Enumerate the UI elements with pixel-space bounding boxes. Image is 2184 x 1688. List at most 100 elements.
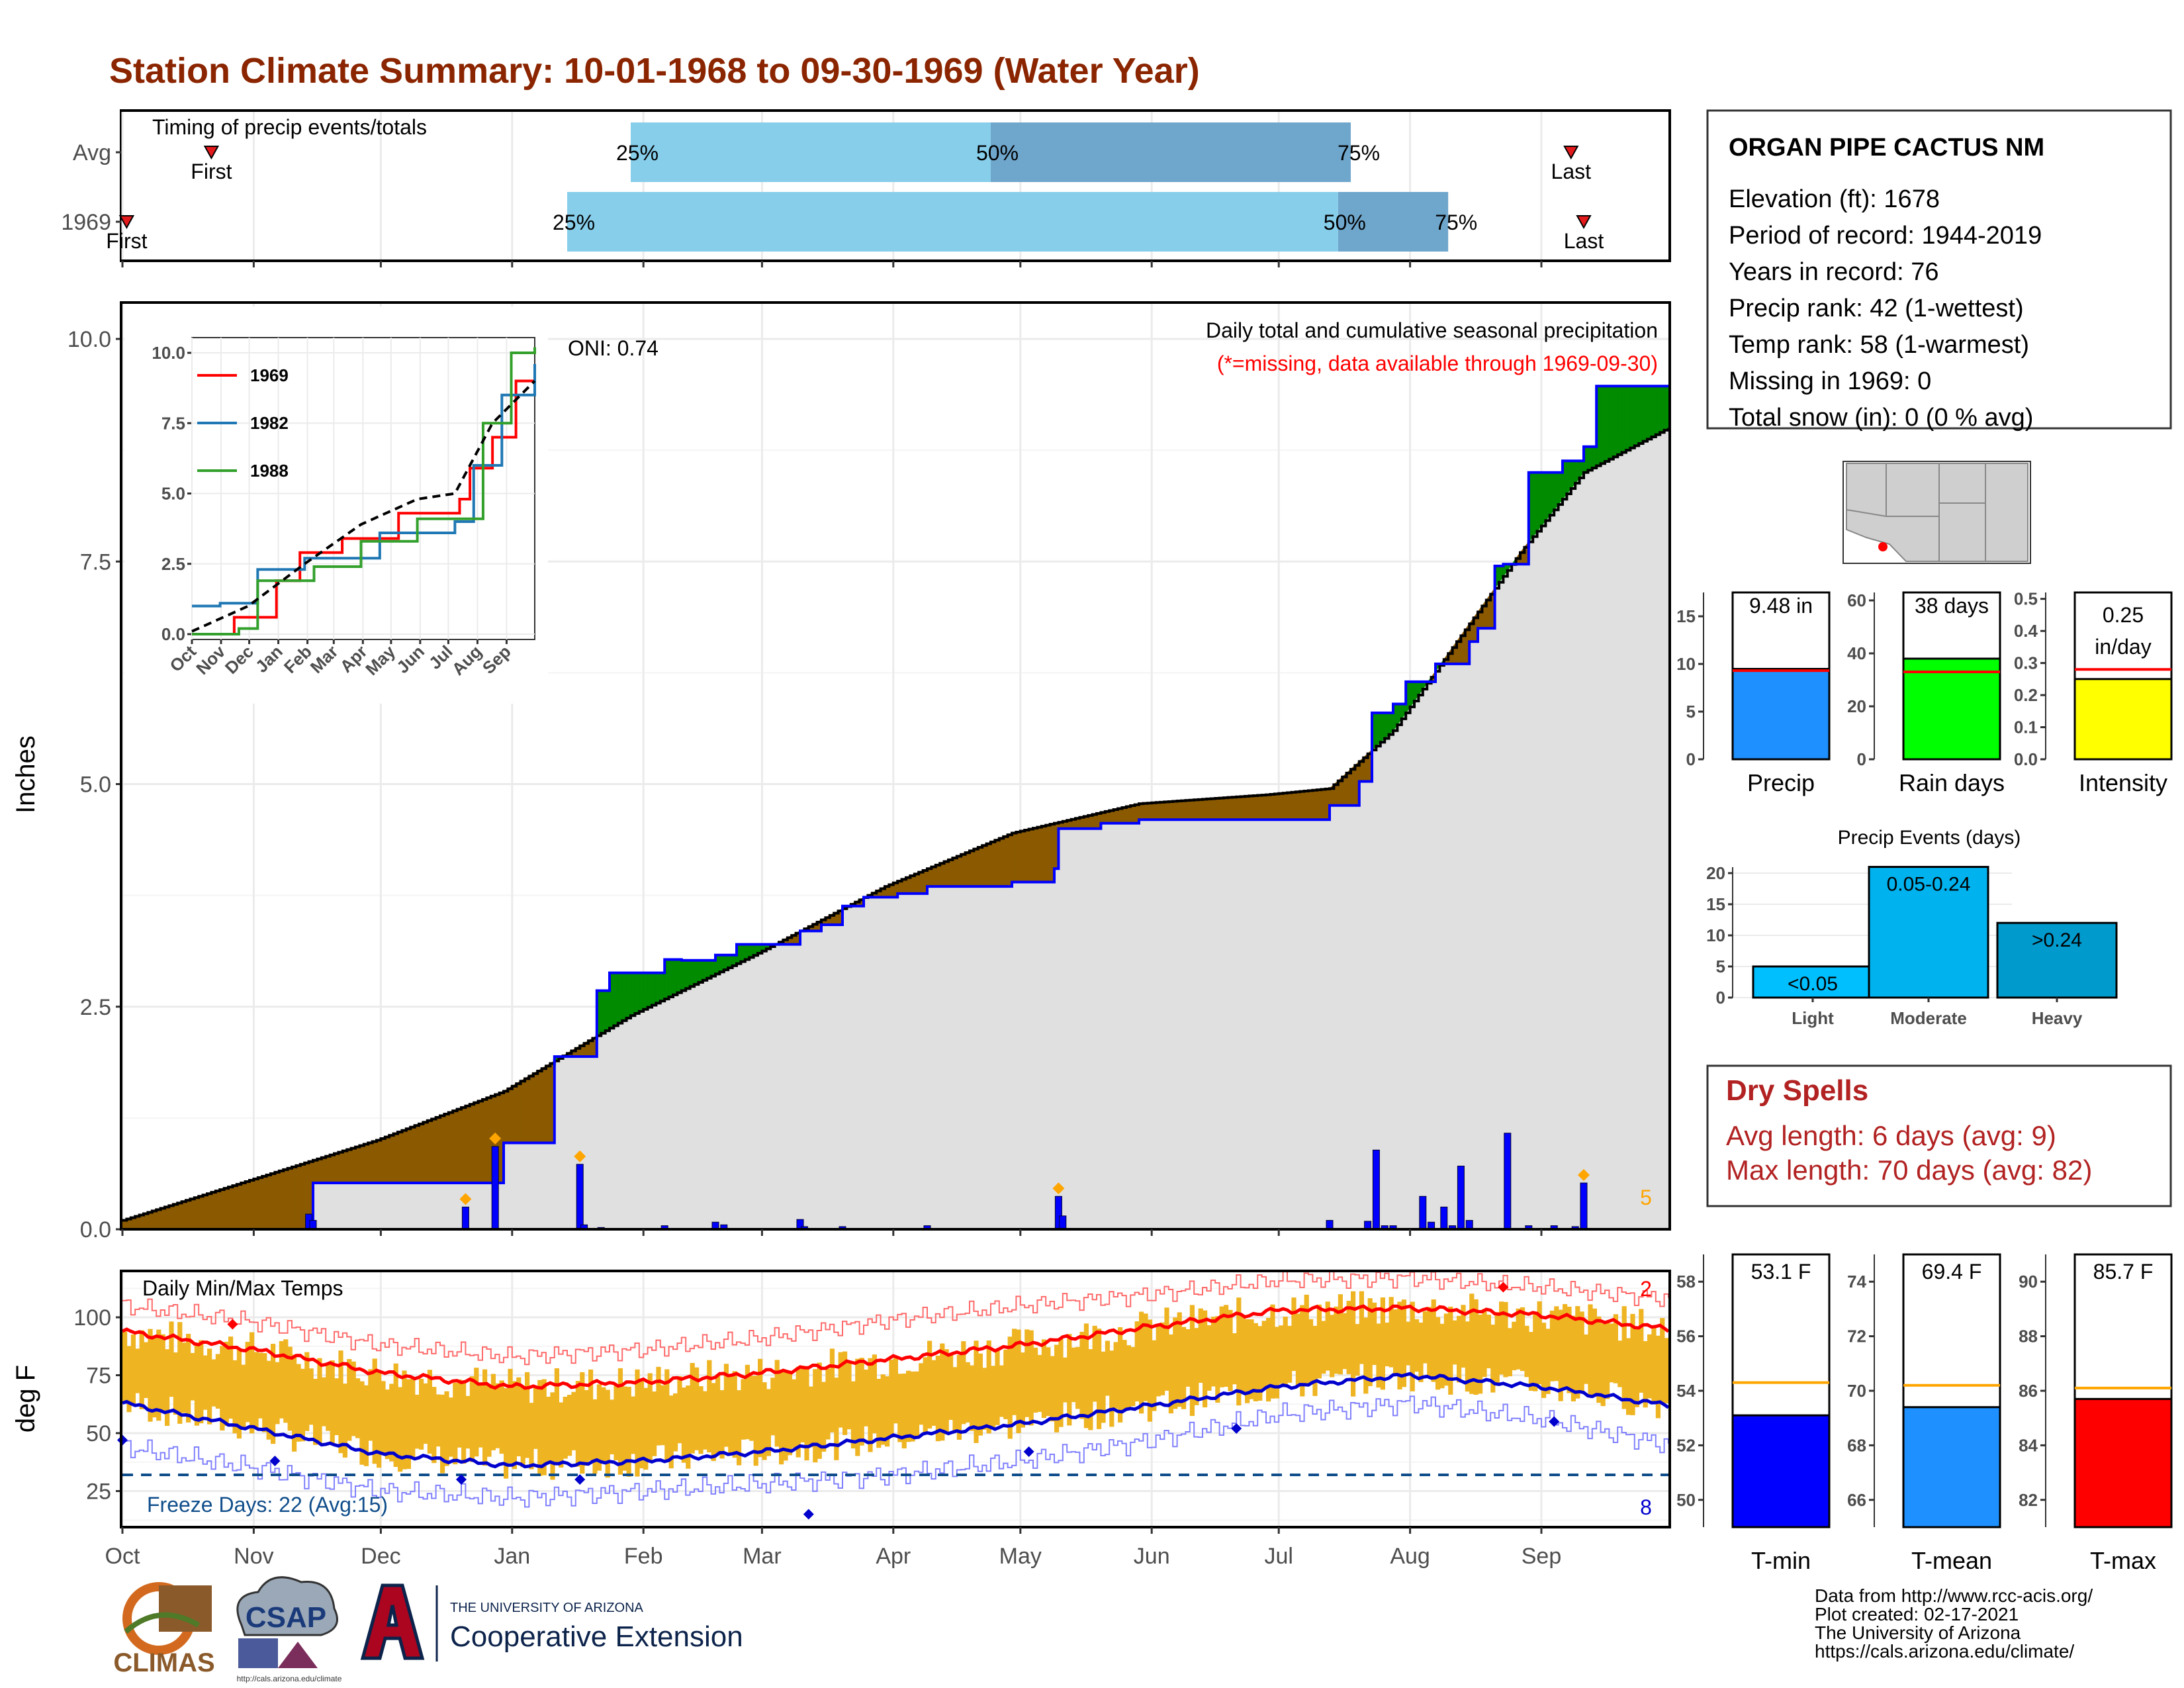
- daily-temp-bar: [1592, 1308, 1597, 1397]
- timing-pct-label: 50%: [1324, 211, 1366, 234]
- daily-temp-bar: [469, 1376, 475, 1462]
- daily-temp-bar: [813, 1369, 818, 1463]
- daily-temp-bar: [741, 1379, 746, 1440]
- daily-temp-bar: [355, 1378, 361, 1438]
- daily-temp-bar: [1334, 1306, 1339, 1374]
- daily-temp-bar: [1054, 1344, 1060, 1432]
- daily-temp-bar: [1533, 1311, 1538, 1391]
- month-tick-label: Nov: [234, 1544, 273, 1569]
- station-line: Total snow (in): 0 (0 % avg): [1729, 404, 2033, 432]
- timing-row-label: 1969: [61, 210, 111, 235]
- inset-series-line: [192, 364, 536, 608]
- precip-bar-label: Precip: [1747, 769, 1815, 796]
- temp-summary-y-tick-label: 50: [1676, 1490, 1696, 1510]
- daily-temp-bar: [144, 1342, 149, 1398]
- summary-y-tick-label: 0.0: [2014, 749, 2038, 769]
- daily-temp-bar: [677, 1376, 682, 1444]
- daily-temp-bar: [1185, 1329, 1191, 1387]
- daily-temp-bar: [1410, 1301, 1415, 1391]
- daily-temp-bar: [914, 1371, 919, 1438]
- daily-temp-bar: [1359, 1291, 1364, 1364]
- summary-y-tick-label: 0.4: [2014, 621, 2038, 641]
- precip-missing-note: (*=missing, data available through 1969-…: [1217, 352, 1658, 375]
- daily-temp-bar: [279, 1340, 284, 1419]
- daily-temp-bar: [783, 1372, 788, 1461]
- daily-temp-bar: [169, 1321, 174, 1397]
- daily-temp-bar: [478, 1384, 483, 1448]
- daily-temp-bar: [1469, 1293, 1475, 1394]
- daily-temp-bar: [1439, 1323, 1445, 1389]
- normal-min-line: [122, 1372, 1670, 1469]
- daily-temp-bar: [1058, 1338, 1064, 1427]
- daily-temp-bar: [1287, 1325, 1293, 1383]
- daily-temp-bar: [1147, 1319, 1152, 1422]
- temp-summary-y-tick-label: 54: [1676, 1381, 1696, 1401]
- daily-temp-bar: [359, 1381, 365, 1465]
- daily-temp-bar: [601, 1387, 606, 1462]
- daily-temp-bar: [194, 1343, 199, 1426]
- daily-temp-bar: [1482, 1309, 1487, 1378]
- daily-temp-bar: [1567, 1306, 1572, 1393]
- daily-temp-bar: [148, 1329, 153, 1422]
- daily-temp-bar: [698, 1386, 704, 1454]
- csap-logo-text: CSAP: [246, 1601, 326, 1634]
- dry-spells: Dry Spells Avg length: 6 days (avg: 9) M…: [1706, 1064, 2172, 1207]
- precip-events-title: Precip Events (days): [1838, 827, 2021, 849]
- daily-temp-bar: [377, 1372, 382, 1468]
- daily-temp-bar: [715, 1374, 721, 1454]
- daily-temp-bar: [435, 1394, 441, 1447]
- daily-temp-bar: [580, 1372, 585, 1474]
- daily-temp-bar: [923, 1357, 928, 1434]
- daily-temp-bar: [1152, 1340, 1157, 1411]
- daily-temp-bar: [723, 1364, 729, 1447]
- daily-temp-bar: [130, 1334, 136, 1405]
- daily-temp-bar: [300, 1368, 305, 1442]
- daily-temp-bar: [1024, 1329, 1030, 1417]
- daily-temp-bar: [1473, 1299, 1479, 1395]
- daily-temp-bar: [1321, 1321, 1326, 1374]
- daily-temp-bar: [1156, 1325, 1161, 1397]
- dry-spells-title: Dry Spells: [1726, 1074, 1868, 1107]
- daily-temp-bar: [152, 1335, 157, 1418]
- daily-temp-bar: [563, 1396, 568, 1459]
- summary-y-tick-label: 15: [1676, 606, 1696, 626]
- daily-temp-bar: [275, 1362, 280, 1425]
- daily-temp-bar: [1249, 1319, 1254, 1399]
- daily-temp-bar: [308, 1368, 314, 1425]
- daily-temp-bar: [639, 1381, 644, 1469]
- timing-panel: Avg 25% 50% 75% First Last 1969 25% 50% 75% First L…: [61, 109, 1671, 262]
- daily-temp-bar: [935, 1355, 940, 1442]
- max-record-count: 2: [1640, 1277, 1652, 1301]
- temp-y-tick-label: 100: [73, 1305, 111, 1331]
- daily-temp-bar: [372, 1358, 377, 1464]
- tmin-value-label: 53.1 F: [1751, 1260, 1811, 1284]
- daily-temp-bar: [440, 1394, 445, 1474]
- daily-precip-bar: [576, 1164, 584, 1230]
- daily-temp-bar: [1279, 1325, 1284, 1384]
- timing-pct-label: 50%: [976, 141, 1019, 165]
- temp-summary-bar: [2073, 1397, 2173, 1528]
- daily-precip-bar: [1504, 1133, 1512, 1230]
- intensity-value-line2: in/day: [2095, 635, 2151, 659]
- month-tick-label: Jul: [1264, 1544, 1293, 1569]
- precip-value-label: 9.48 in: [1749, 594, 1813, 618]
- record-min-marker: [269, 1456, 281, 1466]
- daily-temp-bar: [1457, 1315, 1462, 1383]
- precip-y-axis-label: Inches: [11, 735, 40, 814]
- station-info: ORGAN PIPE CACTUS NM Elevation (ft): 167…: [1706, 109, 2172, 432]
- daily-temp-bar: [1003, 1349, 1009, 1419]
- daily-temp-bar: [664, 1369, 670, 1462]
- daily-temp-bar: [347, 1359, 352, 1441]
- daily-temp-bar: [1385, 1322, 1390, 1366]
- daily-temp-bar: [1308, 1319, 1314, 1385]
- events-category-label: Heavy: [2032, 1008, 2083, 1028]
- daily-temp-bar: [1406, 1321, 1411, 1366]
- daily-temp-bar: [490, 1374, 496, 1450]
- daily-temp-bar: [1083, 1323, 1089, 1429]
- daily-temp-bar: [342, 1383, 347, 1458]
- record-min-marker: [1231, 1423, 1242, 1434]
- daily-temp-bar: [1122, 1340, 1127, 1411]
- daily-temp-bar: [635, 1369, 640, 1477]
- daily-temp-bar: [1228, 1309, 1233, 1391]
- events-category-label: Light: [1792, 1008, 1834, 1028]
